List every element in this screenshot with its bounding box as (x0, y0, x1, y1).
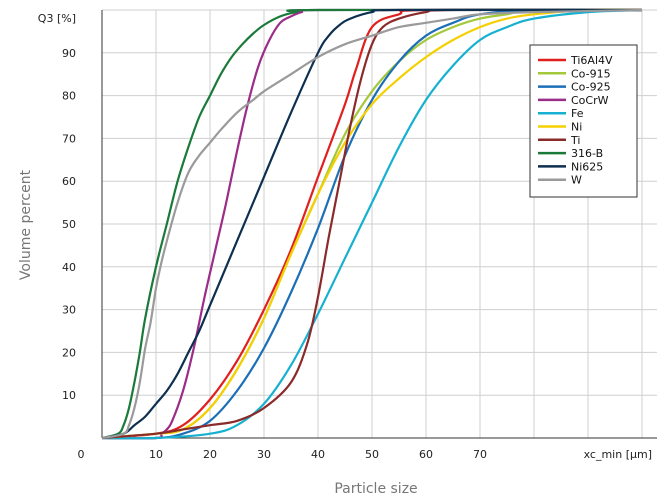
series-line-ti (101, 8, 643, 440)
y-axis-title: Volume percent (18, 169, 34, 280)
x-tick-label: 50 (365, 448, 379, 461)
y-tick-label: 20 (62, 346, 76, 359)
x-tick-label: 60 (419, 448, 433, 461)
y-tick-label: 30 (62, 304, 76, 317)
y-tick-label: 50 (62, 218, 76, 231)
y-tick-label: 80 (62, 90, 76, 103)
x-tick-label: 10 (149, 448, 163, 461)
x-tick-label: 30 (257, 448, 271, 461)
series-line-ti6al4v (101, 8, 643, 440)
series-line-w (101, 8, 643, 440)
legend-box (529, 44, 638, 198)
legend-label-316-b: 316-B (571, 147, 603, 160)
legend: Ti6Al4VCo-915Co-925CoCrWFeNiTi316-BNi625… (529, 44, 638, 198)
y-tick-labels: 10 20 30 40 50 60 70 80 90 (62, 47, 76, 402)
series-line-316-b (101, 8, 643, 440)
legend-label-co-925: Co-925 (571, 81, 611, 94)
x-tick-label: 40 (311, 448, 325, 461)
x-tick-label: 20 (203, 448, 217, 461)
x-tick-labels: 0 10 20 30 40 50 60 70 (78, 448, 488, 461)
y-axis-unit-label: Q3 [%] (38, 12, 76, 25)
x-tick-label: 70 (473, 448, 487, 461)
x-axis-title: Particle size (334, 481, 417, 497)
series-line-ni (101, 8, 643, 440)
series-line-fe (101, 8, 643, 440)
y-tick-label: 90 (62, 47, 76, 60)
y-tick-label: 40 (62, 261, 76, 274)
legend-label-ni: Ni (571, 121, 582, 134)
y-tick-label: 70 (62, 132, 76, 145)
legend-label-cocrw: CoCrW (571, 94, 609, 107)
legend-label-ti: Ti (570, 134, 580, 147)
series-line-cocrw (101, 8, 643, 440)
y-tick-label: 10 (62, 389, 76, 402)
legend-label-w: W (571, 174, 582, 187)
series-lines (101, 8, 643, 440)
legend-label-co-915: Co-915 (571, 67, 611, 80)
grid (101, 9, 657, 439)
series-line-ni625 (101, 8, 643, 440)
x-tick-label: 0 (78, 448, 85, 461)
y-tick-label: 60 (62, 175, 76, 188)
legend-label-ti6al4v: Ti6Al4V (570, 54, 613, 67)
legend-label-fe: Fe (571, 107, 584, 120)
x-axis-unit-label: xc_min [µm] (584, 448, 652, 461)
legend-label-ni625: Ni625 (571, 160, 603, 173)
